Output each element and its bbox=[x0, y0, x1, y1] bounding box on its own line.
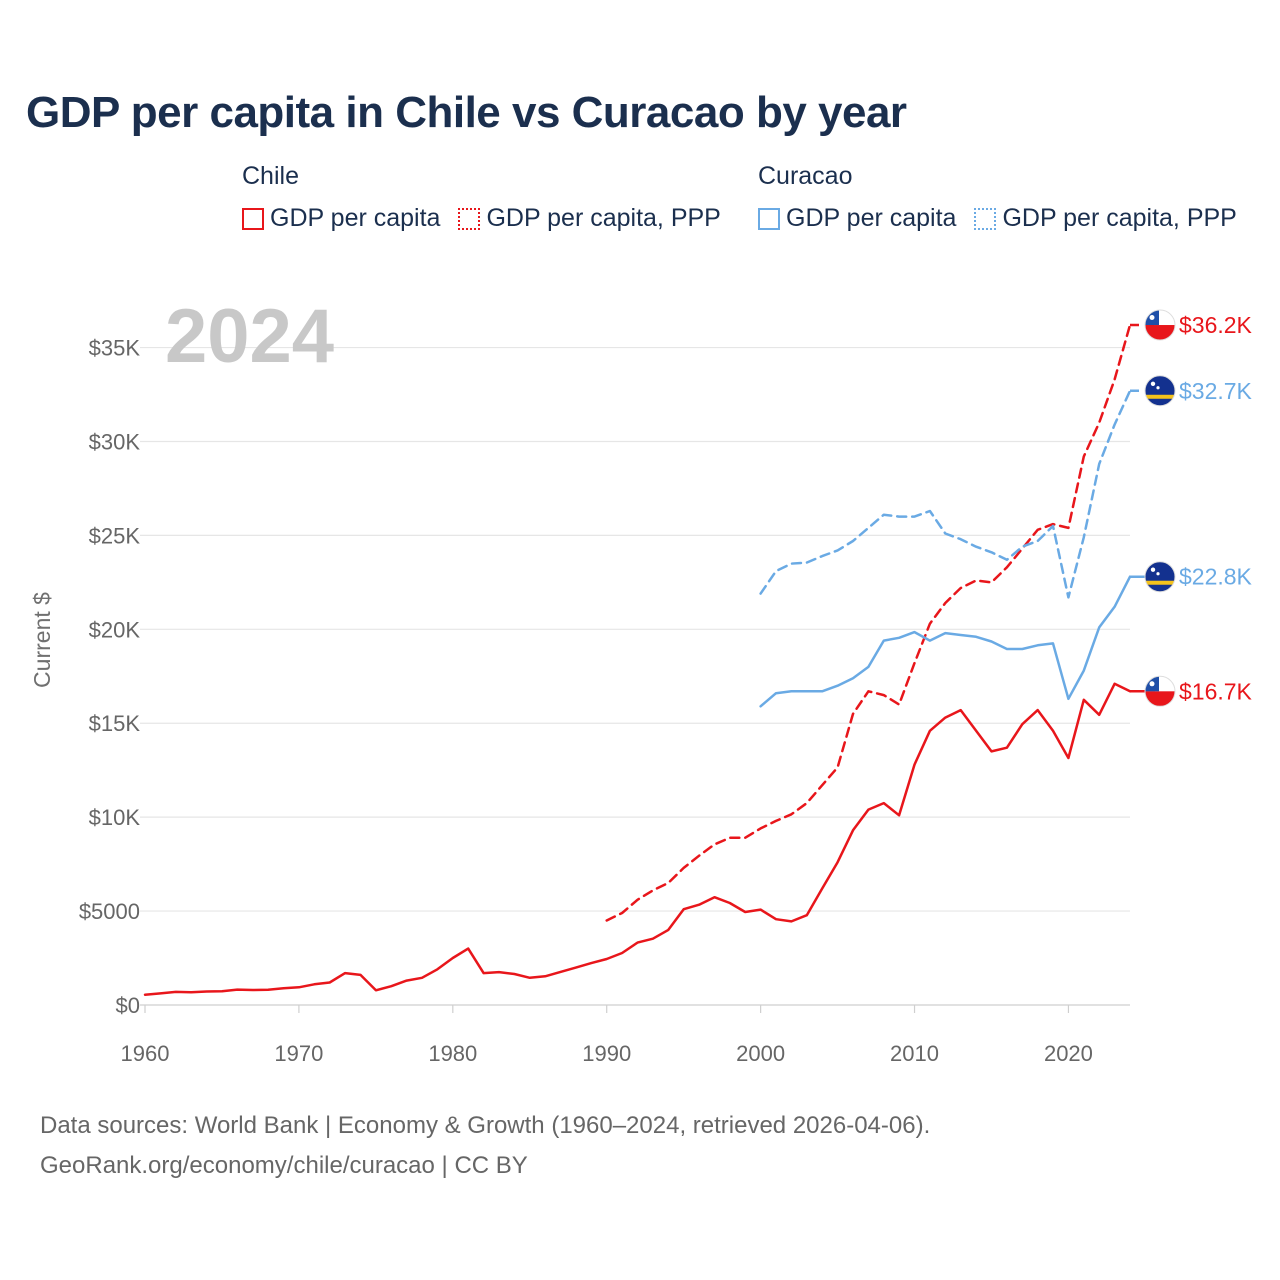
flag-blue-field bbox=[1145, 375, 1175, 406]
series-end-label: $36.2K bbox=[1179, 312, 1253, 338]
x-tick-label: 2010 bbox=[890, 1041, 939, 1066]
flag-star-icon bbox=[1149, 315, 1155, 321]
flag-red-band bbox=[1145, 691, 1175, 707]
legend-swatch-dotted-icon bbox=[458, 207, 481, 230]
series-end-label: $32.7K bbox=[1179, 378, 1253, 404]
flag-body bbox=[1145, 561, 1175, 592]
legend-group-chile: Chile GDP per capita GDP per capita, PPP bbox=[242, 162, 739, 233]
legend-item-curacao-gdp-ppp[interactable]: GDP per capita, PPP bbox=[974, 204, 1237, 233]
legend-label: GDP per capita bbox=[270, 204, 441, 232]
grid-layer: $0 $5000 $10K $15K $20K $25K $30K $35K 1960 1970 1… bbox=[79, 336, 1130, 1066]
legend-label: GDP per capita, PPP bbox=[486, 204, 721, 232]
flag-star-icon bbox=[1149, 681, 1155, 687]
flag-blue-field bbox=[1145, 561, 1175, 592]
chile-flag-icon bbox=[1144, 309, 1176, 341]
flag-red-band bbox=[1145, 325, 1175, 341]
y-tick-label: $5000 bbox=[79, 899, 140, 924]
flag-star-icon bbox=[1150, 567, 1156, 572]
flag-outline bbox=[1144, 309, 1176, 341]
series-end-label: $22.8K bbox=[1179, 564, 1253, 590]
footer: Data sources: World Bank | Economy & Gro… bbox=[40, 1106, 930, 1186]
flag-outline bbox=[1144, 561, 1176, 593]
curacao-flag-icon bbox=[1144, 561, 1176, 593]
x-tick-label: 1960 bbox=[121, 1041, 170, 1066]
legend-swatch-solid-icon bbox=[758, 207, 780, 230]
series-line-curacao-gdp bbox=[759, 575, 1132, 708]
x-tick-label: 2000 bbox=[736, 1041, 785, 1066]
y-tick-label: $15K bbox=[89, 711, 141, 736]
legend-group-title-chile: Chile bbox=[242, 162, 299, 190]
y-tick-label: $30K bbox=[89, 429, 141, 454]
flag-yellow-stripe bbox=[1145, 394, 1175, 399]
flag-body bbox=[1145, 676, 1175, 707]
legend-item-curacao-gdp[interactable]: GDP per capita bbox=[758, 204, 956, 233]
legend-swatch-dotted-icon bbox=[974, 207, 997, 230]
legend-item-chile-gdp-ppp[interactable]: GDP per capita, PPP bbox=[458, 204, 721, 233]
curacao-flag-icon bbox=[1144, 375, 1176, 407]
series-layer bbox=[143, 323, 1155, 996]
x-tick-label: 1970 bbox=[274, 1041, 323, 1066]
x-tick-label: 1990 bbox=[582, 1041, 631, 1066]
x-tick-label: 1980 bbox=[428, 1041, 477, 1066]
y-tick-label: $10K bbox=[89, 805, 141, 830]
flag-star-icon bbox=[1150, 381, 1156, 386]
flag-outline bbox=[1144, 675, 1176, 707]
flag-star-icon bbox=[1156, 386, 1160, 390]
legend-group-title-curacao: Curacao bbox=[758, 162, 853, 190]
y-tick-label: $25K bbox=[89, 523, 141, 548]
y-axis-label: Current $ bbox=[29, 592, 55, 688]
chart-title: GDP per capita in Chile vs Curacao by ye… bbox=[26, 88, 907, 137]
y-tick-label: $20K bbox=[89, 617, 141, 642]
series-line-curacao-gdp-ppp bbox=[759, 389, 1132, 599]
y-tick-label: $0 bbox=[116, 993, 140, 1018]
footer-attribution[interactable]: GeoRank.org/economy/chile/curacao | CC B… bbox=[40, 1152, 528, 1179]
series-line-chile-gdp-ppp bbox=[605, 323, 1132, 922]
legend-swatch-solid-icon bbox=[242, 207, 264, 230]
series-end-label: $16.7K bbox=[1179, 678, 1253, 704]
flag-body bbox=[1145, 375, 1175, 406]
flag-yellow-stripe bbox=[1145, 580, 1175, 585]
series-line-chile-gdp bbox=[143, 682, 1132, 996]
flag-star-icon bbox=[1156, 572, 1160, 576]
footer-sources: Data sources: World Bank | Economy & Gro… bbox=[40, 1112, 931, 1139]
legend-label: GDP per capita bbox=[786, 204, 957, 232]
year-watermark: 2024 bbox=[165, 294, 334, 379]
y-tick-label: $35K bbox=[89, 336, 141, 361]
legend-item-chile-gdp[interactable]: GDP per capita bbox=[242, 204, 440, 233]
flag-outline bbox=[1144, 375, 1176, 407]
legend-group-curacao: Curacao GDP per capita GDP per capita, P… bbox=[758, 162, 1255, 233]
marker-layer: $16.7K $36.2K $22.8K $32.7K bbox=[1144, 309, 1253, 707]
x-tick-label: 2020 bbox=[1044, 1041, 1093, 1066]
chile-flag-icon bbox=[1144, 675, 1176, 707]
legend-label: GDP per capita, PPP bbox=[1002, 204, 1237, 232]
